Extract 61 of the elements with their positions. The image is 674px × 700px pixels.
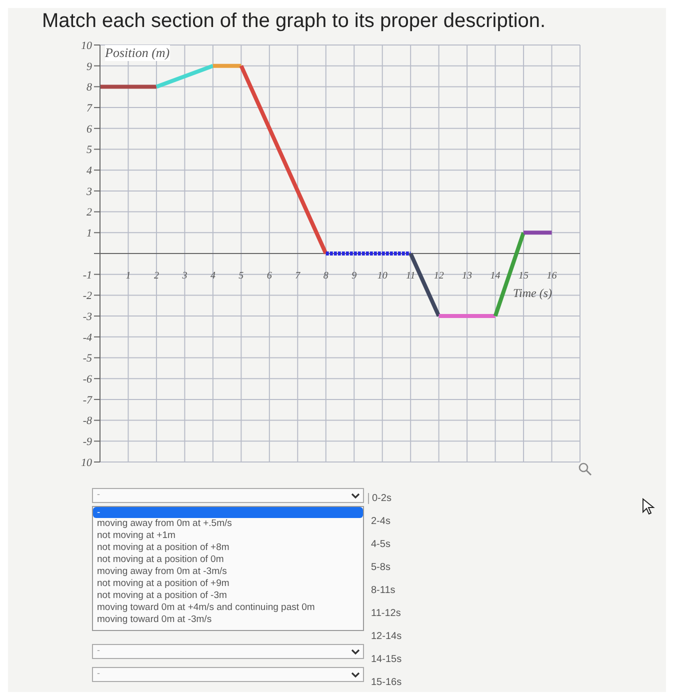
y-tick-label: 5 [86, 144, 92, 156]
y-tick-label: -2 [82, 290, 92, 302]
x-tick-label: 5 [238, 270, 244, 282]
y-tick-label: 2 [86, 206, 92, 219]
x-tick-label: 12 [434, 270, 444, 282]
x-tick-label: 4 [210, 270, 216, 282]
y-tick-label: 1 [86, 228, 92, 240]
y-tick-label: 6 [86, 123, 92, 136]
text: not moving at a position of +9m [96, 578, 230, 590]
text: not moving at a position of 0m [96, 554, 225, 566]
y-tick-label: -1 [82, 269, 92, 282]
y-tick-label: 9 [86, 60, 92, 73]
text: 14-15s [370, 654, 402, 665]
text: 15-16s [370, 677, 402, 688]
text: 0-2s [368, 493, 392, 504]
text: 12-14s [370, 631, 402, 642]
text: 8-11s [370, 585, 396, 596]
x-tick-label: 15 [518, 270, 529, 282]
x-axis-title: Time (s) [513, 286, 552, 300]
text: moving away from 0m at -3m/s [96, 566, 228, 578]
y-tick-label: 8 [86, 82, 92, 94]
x-tick-label: 11 [406, 270, 416, 282]
text: - [97, 645, 100, 655]
x-tick-label: 8 [323, 270, 328, 282]
text: not moving at a position of -3m [96, 590, 228, 602]
x-tick-label: 7 [295, 270, 302, 282]
text: - [97, 668, 100, 678]
text: moving away from 0m at +.5m/s [96, 518, 233, 530]
x-tick-label: 13 [462, 270, 472, 282]
chart-title: Match each section of the graph to its proper description. [42, 10, 546, 33]
y-tick-label: -9 [82, 436, 92, 448]
text: 5-8s [370, 562, 390, 573]
text: not moving at +1m [96, 530, 176, 542]
x-tick-label: 14 [490, 270, 500, 282]
text: moving toward 0m at -3m/s [96, 614, 213, 626]
y-tick-label: 7 [86, 102, 92, 114]
y-tick-label: -3 [82, 310, 92, 323]
text: not moving at a position of +8m [96, 542, 230, 554]
x-tick-label: 1 [126, 270, 131, 282]
y-tick-label: 10 [81, 456, 92, 469]
x-tick-label: 10 [377, 270, 388, 282]
y-tick-label: -6 [82, 374, 92, 386]
text: - [97, 507, 100, 518]
y-tick-label: 10 [81, 40, 92, 52]
y-tick-label: -7 [82, 394, 92, 406]
x-tick-label: 3 [181, 270, 188, 282]
x-tick-label: 2 [154, 270, 159, 282]
y-tick-label: 4 [86, 165, 92, 178]
x-tick-label: 9 [352, 270, 357, 282]
y-tick-label: -8 [82, 415, 92, 428]
y-tick-label: 3 [86, 186, 92, 198]
text: moving toward 0m at +4m/s and continuing past 0m [96, 602, 316, 614]
text: - [92, 488, 364, 503]
text: 2-4s [370, 516, 390, 527]
x-tick-label: 6 [266, 270, 272, 282]
text: 4-5s [370, 539, 390, 550]
x-tick-label: 16 [546, 270, 557, 282]
y-tick-label: -5 [82, 352, 92, 365]
y-tick-label: -4 [82, 332, 92, 344]
y-axis-title: Position (m) [105, 45, 170, 61]
text: 11-12s [370, 608, 401, 619]
